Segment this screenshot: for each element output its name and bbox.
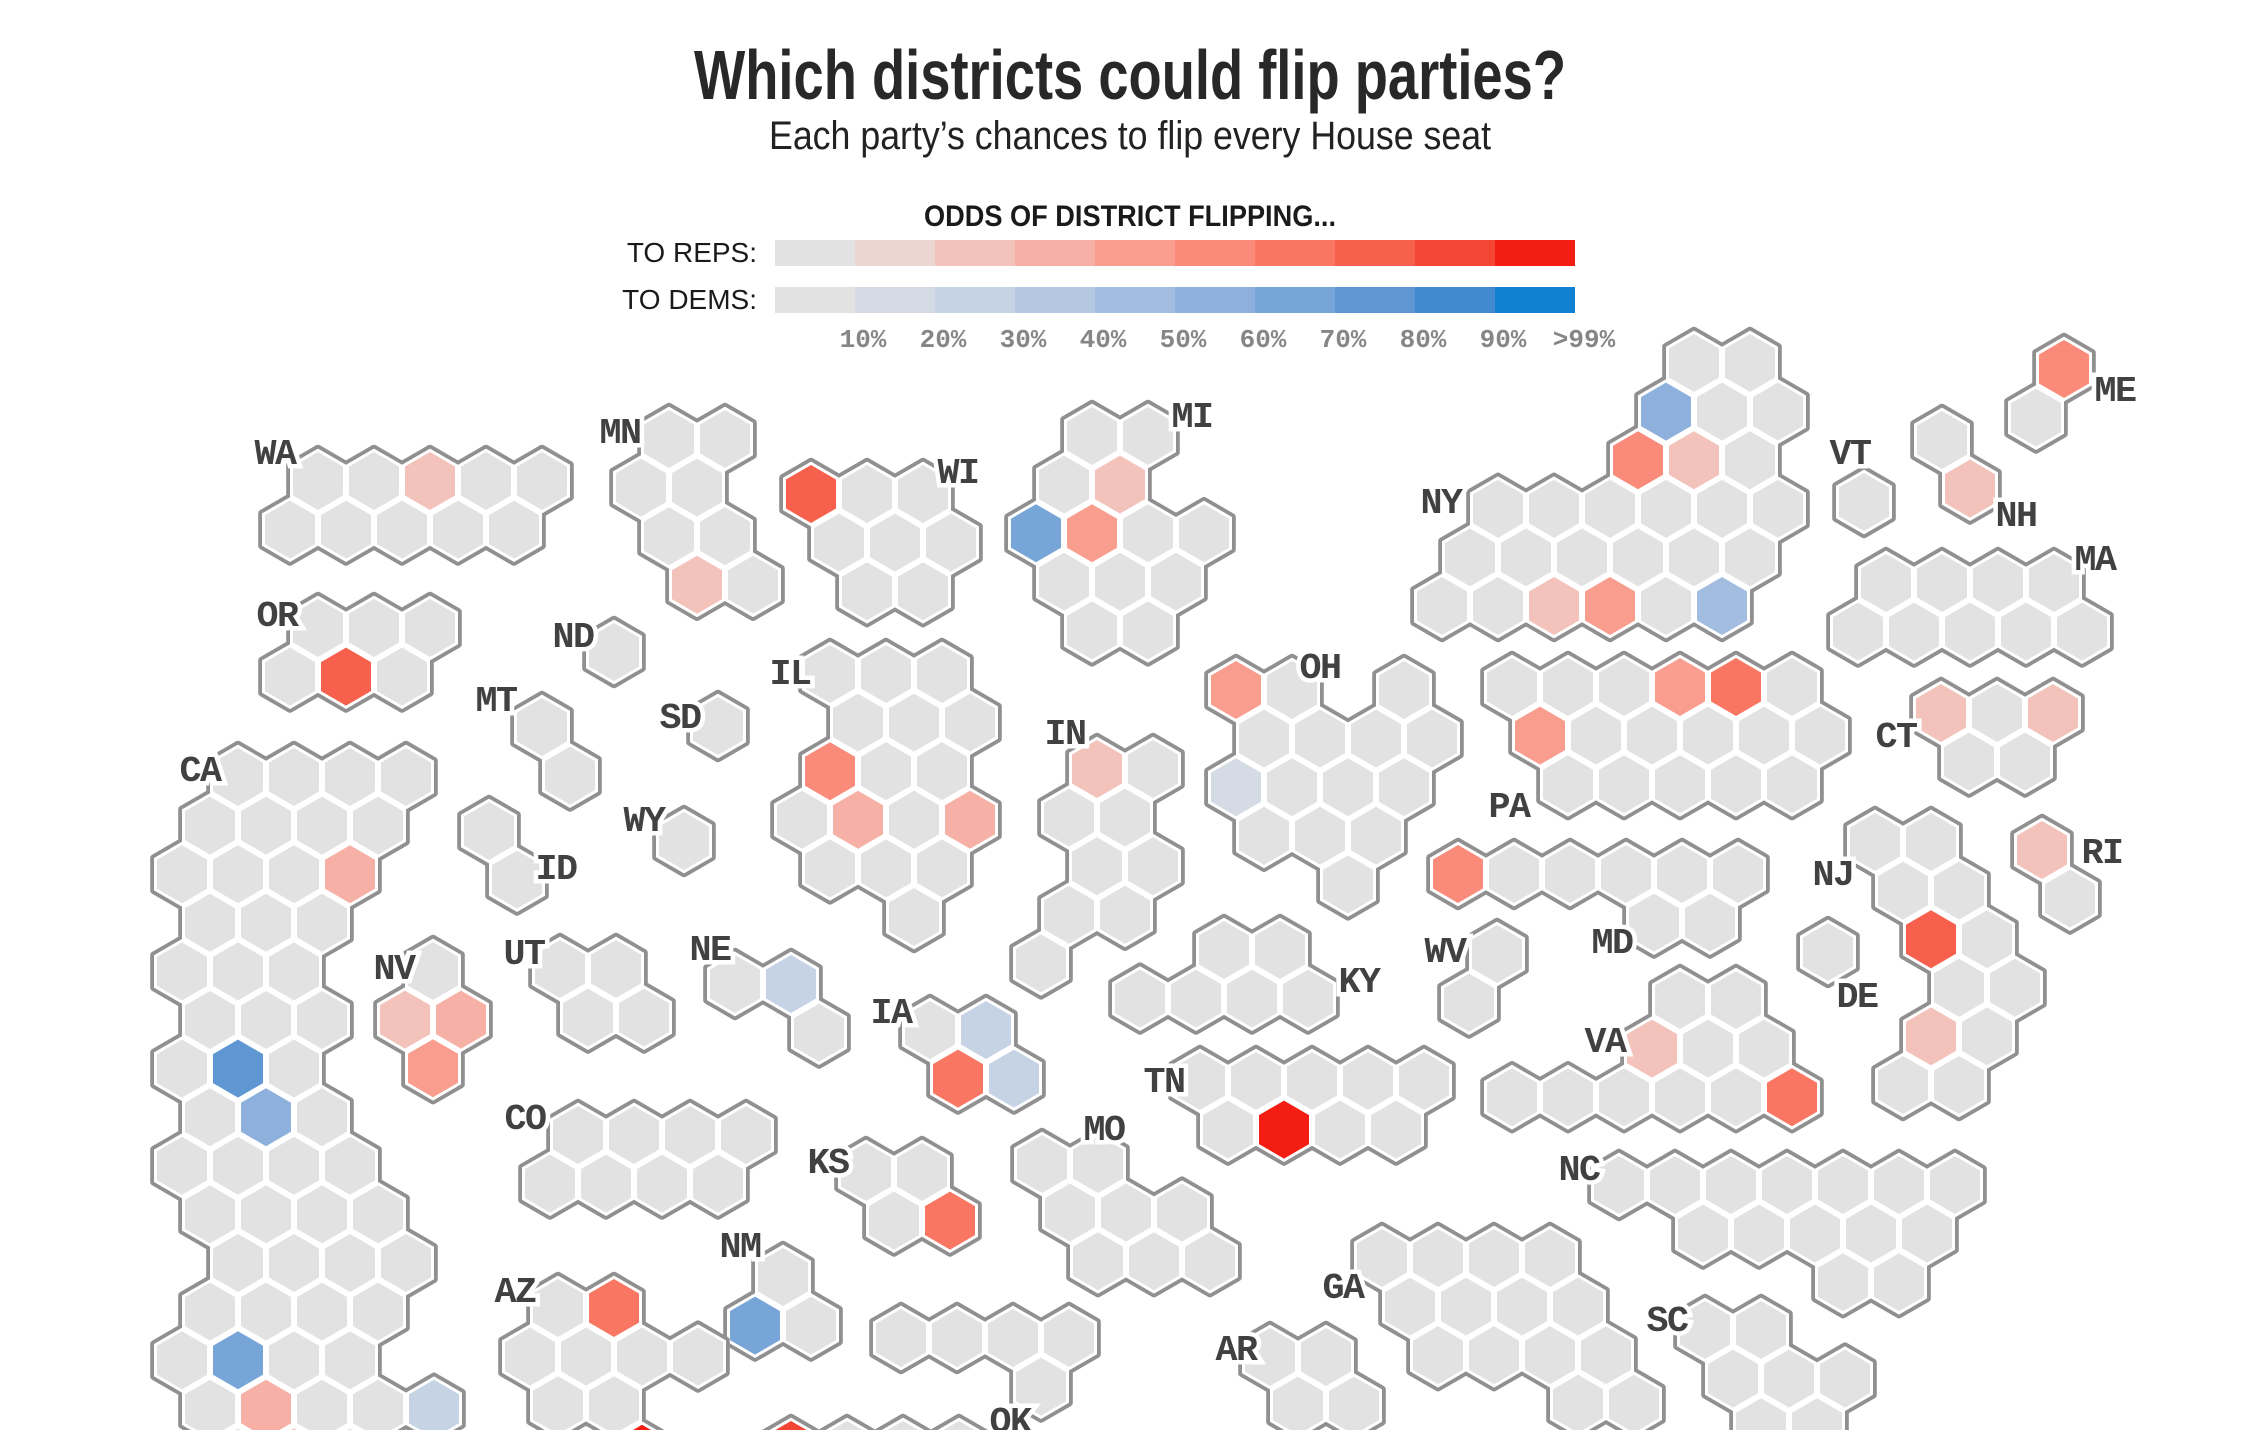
svg-text:NC: NC <box>1559 1150 1601 1191</box>
svg-text:WV: WV <box>1425 932 1468 973</box>
svg-text:IN: IN <box>1045 714 1086 755</box>
svg-text:RI: RI <box>2082 833 2123 874</box>
svg-text:OH: OH <box>1300 648 1341 689</box>
svg-text:TO DEMS:: TO DEMS: <box>622 284 757 315</box>
svg-text:MI: MI <box>1172 397 1213 438</box>
svg-text:CT: CT <box>1876 717 1918 758</box>
svg-text:NV: NV <box>374 949 417 990</box>
svg-text:ME: ME <box>2095 371 2137 412</box>
svg-text:ND: ND <box>553 617 595 658</box>
svg-text:KY: KY <box>1339 962 1382 1003</box>
svg-text:10%: 10% <box>840 325 887 355</box>
svg-text:60%: 60% <box>1240 325 1287 355</box>
svg-text:MN: MN <box>600 413 641 454</box>
svg-text:CO: CO <box>505 1099 547 1140</box>
svg-text:UT: UT <box>504 934 546 975</box>
svg-text:50%: 50% <box>1160 325 1207 355</box>
svg-text:IL: IL <box>770 654 811 695</box>
svg-text:ID: ID <box>536 849 578 890</box>
svg-text:WY: WY <box>624 801 667 842</box>
svg-text:VA: VA <box>1585 1022 1628 1063</box>
svg-text:SD: SD <box>660 698 702 739</box>
svg-text:TN: TN <box>1144 1062 1185 1103</box>
svg-text:PA: PA <box>1489 787 1532 828</box>
svg-text:AZ: AZ <box>495 1272 536 1313</box>
svg-text:SC: SC <box>1647 1301 1689 1342</box>
svg-text:80%: 80% <box>1400 325 1447 355</box>
svg-text:NM: NM <box>720 1227 761 1268</box>
svg-text:90%: 90% <box>1480 325 1527 355</box>
svg-text:NJ: NJ <box>1813 855 1854 896</box>
svg-text:Which districts could flip par: Which districts could flip parties? <box>694 36 1566 114</box>
svg-text:30%: 30% <box>1000 325 1047 355</box>
svg-text:DE: DE <box>1837 977 1879 1018</box>
svg-text:ODDS OF DISTRICT FLIPPING...: ODDS OF DISTRICT FLIPPING... <box>924 200 1336 233</box>
svg-text:WI: WI <box>938 453 979 494</box>
svg-text:20%: 20% <box>920 325 967 355</box>
svg-text:GA: GA <box>1323 1268 1366 1309</box>
svg-text:OK: OK <box>990 1402 1033 1430</box>
svg-text:MO: MO <box>1084 1110 1126 1151</box>
svg-text:NE: NE <box>690 930 732 971</box>
svg-text:VT: VT <box>1830 434 1872 475</box>
svg-text:40%: 40% <box>1080 325 1127 355</box>
svg-text:OR: OR <box>257 596 300 637</box>
svg-text:NY: NY <box>1421 483 1464 524</box>
svg-text:MA: MA <box>2075 540 2118 581</box>
svg-text:AR: AR <box>1216 1330 1259 1371</box>
svg-text:CA: CA <box>180 751 223 792</box>
svg-text:MD: MD <box>1592 923 1634 964</box>
svg-text:>99%: >99% <box>1553 325 1616 355</box>
svg-text:TO REPS:: TO REPS: <box>627 237 757 268</box>
svg-text:Each party’s chances to flip e: Each party’s chances to flip every House… <box>769 114 1491 158</box>
svg-text:KS: KS <box>808 1143 850 1184</box>
svg-text:NH: NH <box>1996 496 2037 537</box>
svg-text:IA: IA <box>871 993 914 1034</box>
svg-text:70%: 70% <box>1320 325 1367 355</box>
svg-text:WA: WA <box>255 434 298 475</box>
svg-text:MT: MT <box>476 681 518 722</box>
